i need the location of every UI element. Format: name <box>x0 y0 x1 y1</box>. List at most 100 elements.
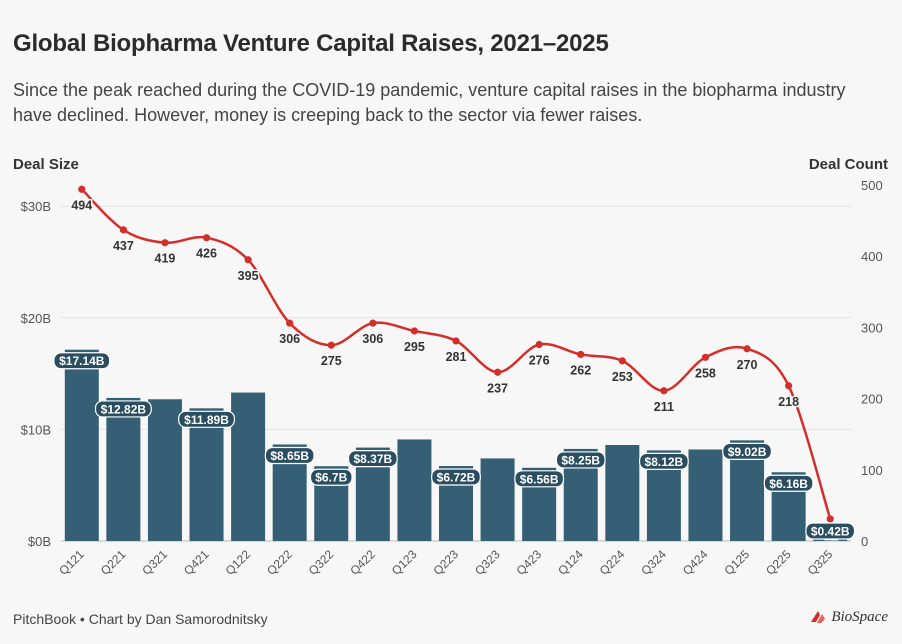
deal-count-point-Q322 <box>327 341 335 349</box>
deal-count-label: 275 <box>321 354 342 368</box>
x-tick-label: Q322 <box>306 547 337 578</box>
bar-Q323 <box>480 458 515 541</box>
bar-value-label: $6.16B <box>769 477 808 491</box>
bar-Q424 <box>688 449 723 541</box>
deal-count-point-Q222 <box>286 319 294 327</box>
bar-value-label: $0.42B <box>811 525 850 539</box>
chart-subtitle: Since the peak reached during the COVID-… <box>13 80 846 125</box>
bar-Q122 <box>231 392 266 541</box>
deal-count-point-Q321 <box>161 239 169 247</box>
deal-count-point-Q123 <box>410 327 419 335</box>
x-tick-label: Q124 <box>555 547 586 578</box>
bar-value-label-bg <box>53 352 111 370</box>
x-tick-label: Q224 <box>597 547 628 578</box>
bar-value-label-bg <box>763 474 814 492</box>
deal-count-point-Q421 <box>202 234 211 242</box>
deal-count-point-Q125 <box>743 345 751 353</box>
deal-count-label: 437 <box>113 239 134 253</box>
deal-count-label: 258 <box>695 366 716 380</box>
deal-count-label: 281 <box>446 350 467 364</box>
bar-Q421 <box>189 408 224 541</box>
deal-count-point-Q424 <box>701 353 710 361</box>
deal-count-label: 276 <box>529 353 550 367</box>
deal-count-label: 395 <box>238 269 259 283</box>
x-tick-label: Q223 <box>430 547 461 578</box>
deal-count-label: 253 <box>612 370 633 384</box>
left-tick-label: $30B <box>21 199 51 214</box>
deal-count-label: 295 <box>404 340 425 354</box>
deal-count-point-Q124 <box>577 350 585 359</box>
deal-count-point-Q223 <box>452 337 460 345</box>
x-tick-label: Q423 <box>514 547 545 578</box>
bar-value-label: $8.37B <box>353 452 392 466</box>
source-credit: PitchBook • Chart by Dan Samorodnitsky <box>13 611 268 627</box>
deal-count-point-Q423 <box>535 340 543 349</box>
deal-count-label: 218 <box>778 395 799 409</box>
chart-title: Global Biopharma Venture Capital Raises,… <box>13 30 609 57</box>
bar-Q121 <box>64 349 99 541</box>
bar-value-label-bg <box>555 451 606 469</box>
bar-value-label: $8.25B <box>561 453 600 467</box>
x-tick-label: Q123 <box>389 547 420 578</box>
bar-value-label-bg <box>431 468 481 486</box>
right-tick-label: 500 <box>861 178 883 193</box>
bar-value-label: $6.7B <box>315 471 347 485</box>
deal-count-point-Q422 <box>369 319 377 327</box>
bar-value-label-bg <box>805 522 856 540</box>
bar-value-label-bg <box>309 468 353 486</box>
x-tick-label: Q122 <box>223 547 254 578</box>
x-tick-label: Q324 <box>638 547 669 578</box>
bar-value-label: $12.82B <box>101 402 147 416</box>
bar-value-label: $6.56B <box>520 472 559 486</box>
left-tick-label: $0B <box>28 534 51 549</box>
bar-value-label: $9.02B <box>728 445 767 459</box>
bar-value-label: $6.72B <box>437 471 476 485</box>
deal-count-label: 270 <box>737 358 758 372</box>
deal-count-label: 306 <box>279 332 300 346</box>
biospace-logo-text: BioSpace <box>831 608 888 625</box>
left-axis-title: Deal Size <box>13 156 79 173</box>
bar-Q221 <box>106 397 141 541</box>
x-tick-label: Q321 <box>139 547 170 578</box>
biospace-logo[interactable]: BioSpace <box>809 608 888 626</box>
deal-count-label: 262 <box>570 363 591 377</box>
x-tick-label: Q225 <box>763 547 794 578</box>
x-tick-label: Q121 <box>56 547 87 578</box>
biospace-logo-icon <box>811 611 826 623</box>
deal-count-point-Q325 <box>826 515 834 523</box>
bar-value-label-bg <box>514 470 565 488</box>
bar-value-label: $8.12B <box>645 455 684 469</box>
deal-count-point-Q323 <box>493 368 502 376</box>
bar-value-label: $8.65B <box>270 449 309 463</box>
deal-count-label: 211 <box>654 400 674 414</box>
x-tick-label: Q323 <box>472 547 503 578</box>
deal-count-label: 426 <box>196 247 217 261</box>
deal-count-point-Q121 <box>78 185 86 193</box>
deal-count-label: 237 <box>487 381 508 395</box>
deal-count-series <box>78 185 834 523</box>
x-tick-label: Q125 <box>722 547 753 578</box>
right-axis-title: Deal Count <box>808 156 888 173</box>
right-tick-label: 400 <box>861 249 883 264</box>
bar-value-label-bg <box>178 410 235 428</box>
bar-Q123 <box>397 439 432 541</box>
left-tick-label: $20B <box>21 311 51 326</box>
deal-count-point-Q122 <box>244 256 252 264</box>
bar-value-label-bg <box>94 400 152 418</box>
right-tick-label: 100 <box>861 463 883 478</box>
deal-count-point-Q324 <box>660 387 668 395</box>
x-tick-label: Q424 <box>680 547 711 578</box>
left-tick-label: $10B <box>21 422 51 437</box>
x-tick-label: Q221 <box>98 547 129 578</box>
bar-value-label-bg <box>638 452 689 470</box>
deal-count-point-Q225 <box>785 382 793 390</box>
x-tick-label: Q421 <box>181 547 212 578</box>
bar-Q321 <box>147 399 182 541</box>
right-tick-label: 300 <box>861 320 883 335</box>
x-tick-label: Q325 <box>805 547 836 578</box>
x-tick-label: Q422 <box>347 547 378 578</box>
deal-count-label: 494 <box>71 198 92 212</box>
bar-value-label-bg <box>347 449 398 468</box>
bar-Q224 <box>605 445 640 541</box>
